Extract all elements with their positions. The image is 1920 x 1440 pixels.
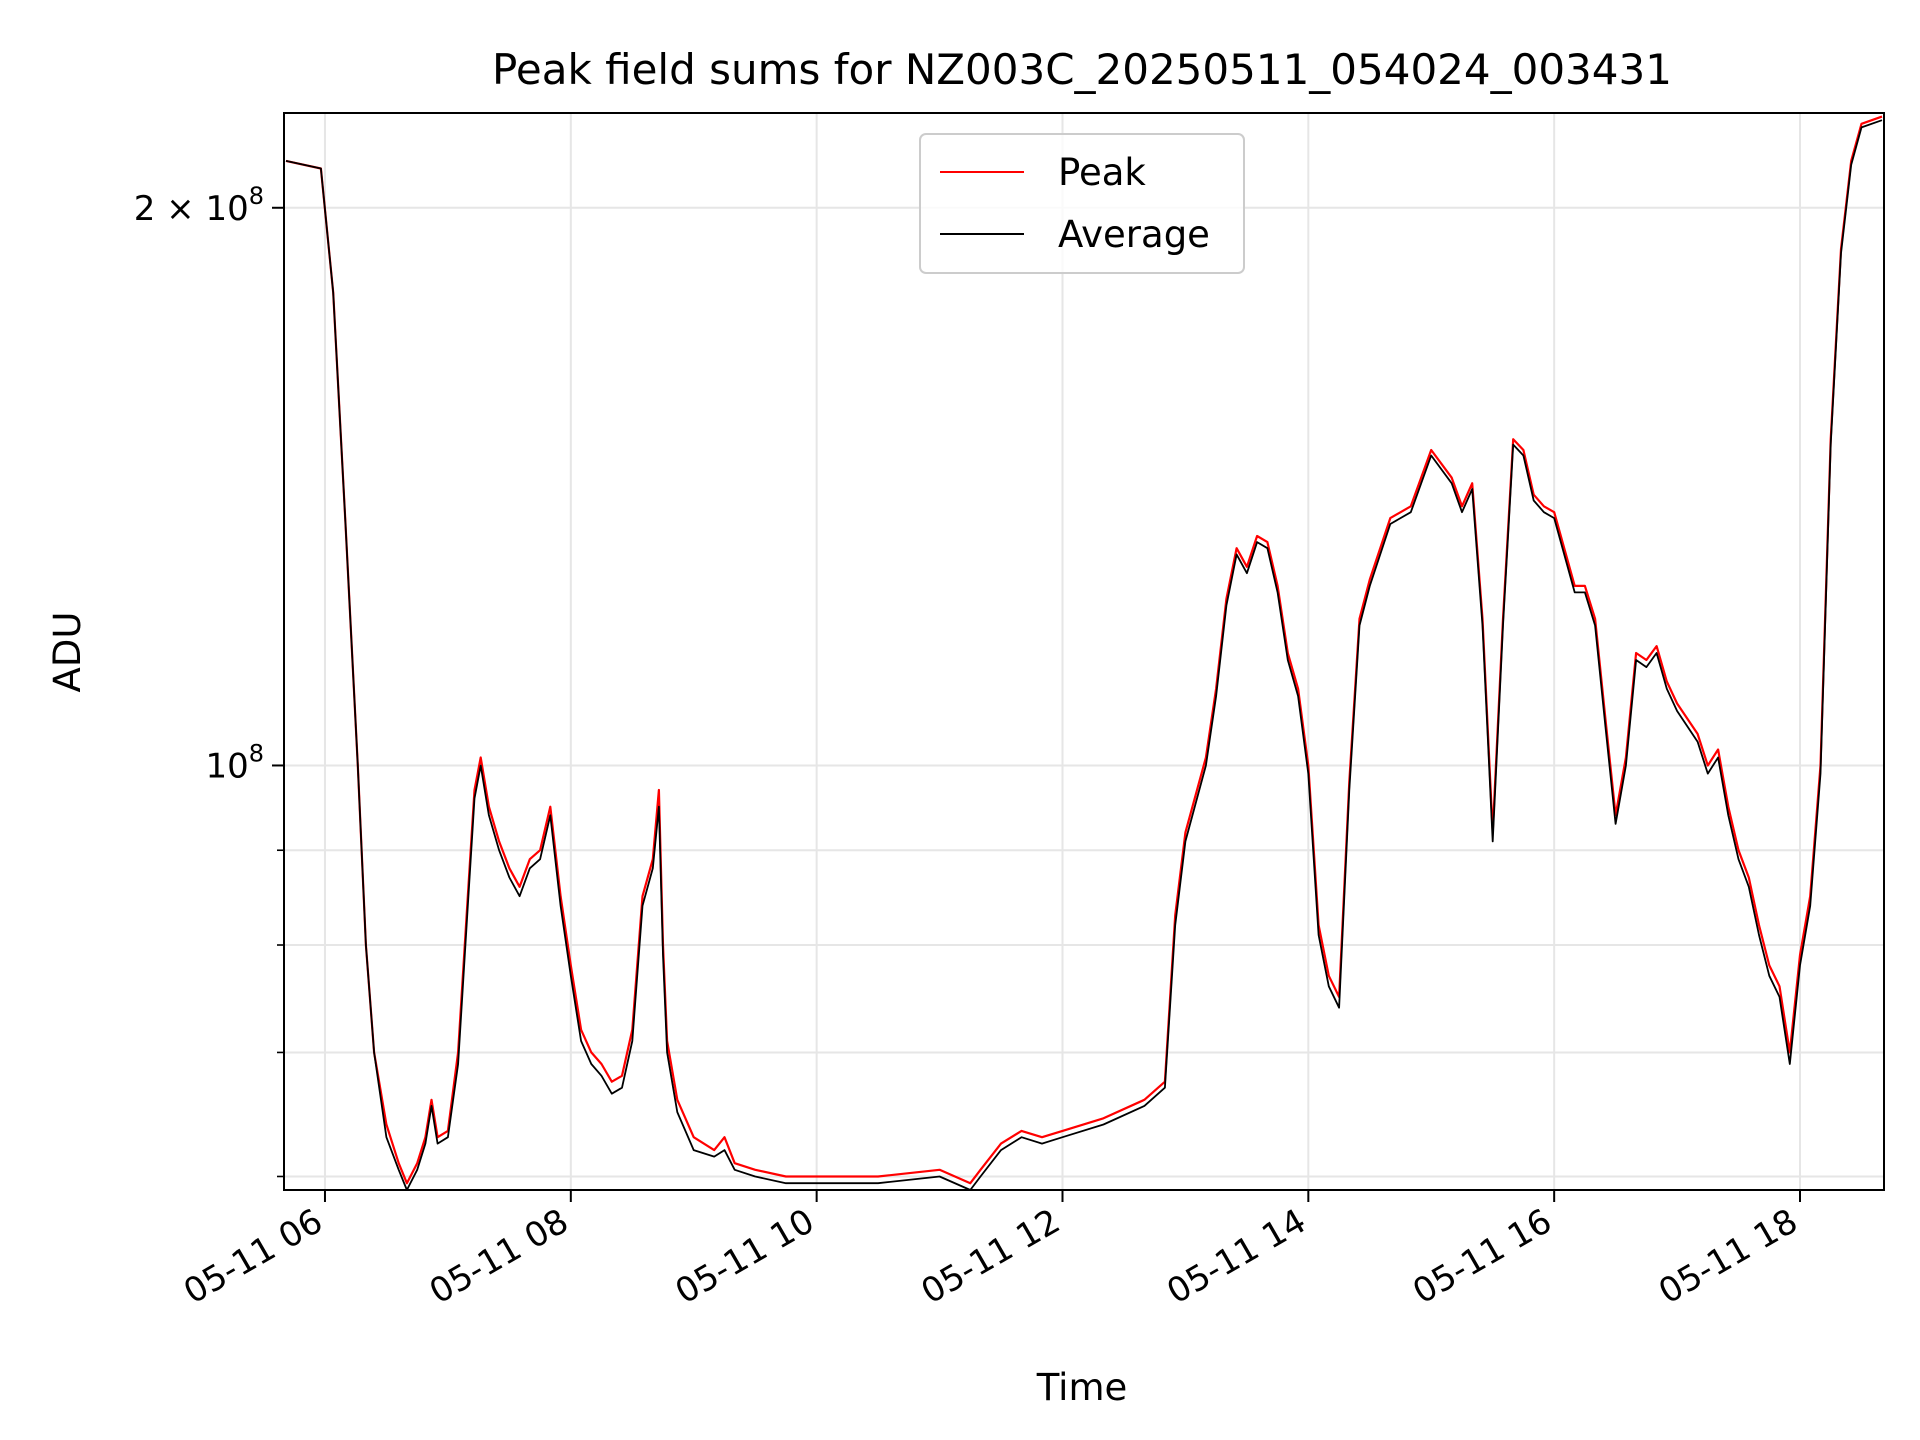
legend-label-peak: Peak	[1058, 151, 1146, 194]
legend-box	[919, 133, 1245, 274]
series-line-peak	[285, 115, 1883, 1185]
y-axis-ticks: 108 2 × 108	[134, 182, 284, 1178]
series-line-average	[285, 119, 1883, 1191]
y-tick-label: 108	[205, 739, 264, 786]
legend: Peak Average	[919, 133, 1245, 274]
legend-label-average: Average	[1058, 213, 1210, 256]
x-axis-label: Time	[1036, 1366, 1128, 1409]
y-tick-label: 2 × 108	[134, 182, 264, 229]
plot-frame	[283, 112, 1885, 1191]
chart-title: Peak field sums for NZ003C_20250511_0540…	[492, 45, 1672, 94]
series-lines	[285, 115, 1883, 1191]
y-axis-label: ADU	[46, 612, 89, 693]
grid	[284, 113, 1884, 1190]
